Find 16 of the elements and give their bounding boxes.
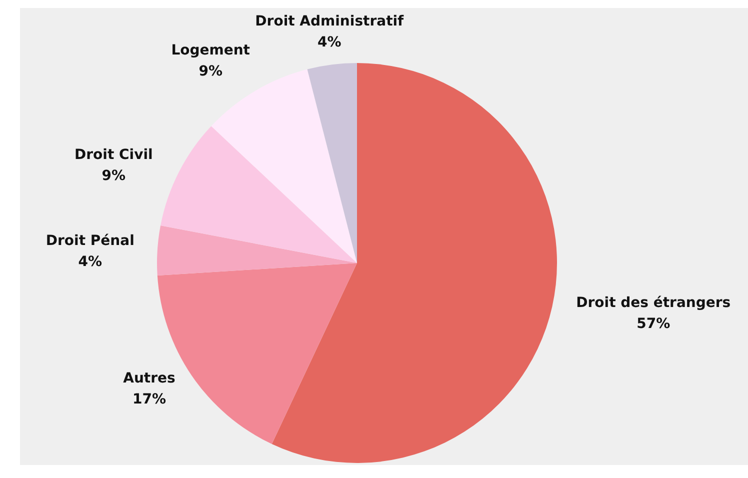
pie-slice (272, 63, 557, 463)
data-label: 9% (198, 64, 222, 80)
pie-slice (307, 63, 357, 263)
data-label: 57% (636, 316, 670, 332)
pie-slice (157, 226, 357, 276)
data-label: 9% (102, 168, 126, 184)
pie-slice (160, 126, 357, 263)
data-label: 17% (132, 392, 166, 408)
slice-label: Droit Civil (74, 147, 153, 164)
slice-label: Logement (171, 42, 250, 59)
slice-label: Droit Pénal (46, 233, 134, 250)
data-label: 4% (318, 34, 342, 51)
slice-label: Autres (123, 370, 176, 387)
slice-label: Droit Administratif (255, 14, 405, 30)
data-label: 4% (78, 254, 102, 270)
slice-label: Droit des étrangers (576, 294, 731, 311)
